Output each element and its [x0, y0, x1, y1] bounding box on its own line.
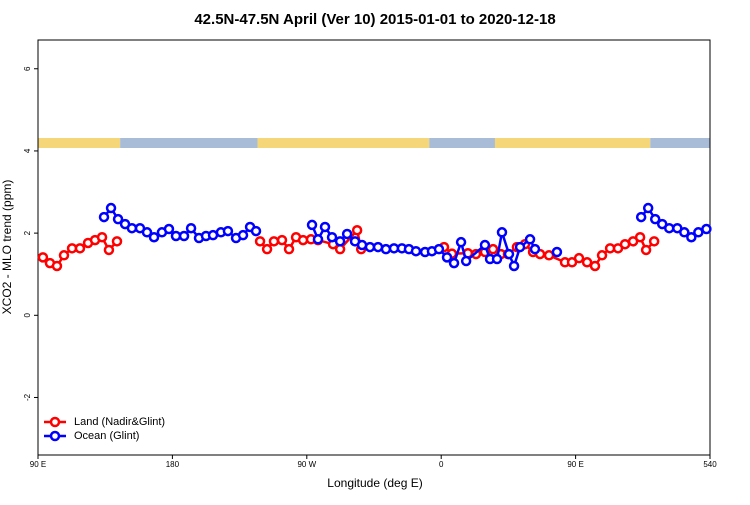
data-point [410, 245, 422, 257]
data-point [37, 252, 49, 263]
surface-strip [120, 138, 258, 148]
data-point [455, 236, 467, 248]
data-point [254, 236, 266, 247]
y-axis-label: XCO2 - MLO trend (ppm) [0, 180, 14, 315]
data-point [185, 222, 197, 234]
data-point [649, 213, 661, 225]
data-point [170, 230, 182, 242]
data-point [351, 224, 363, 236]
data-point [551, 246, 563, 258]
data-point [496, 227, 508, 238]
data-point [141, 227, 153, 238]
data-point [479, 239, 491, 251]
data-point [148, 231, 160, 243]
data-point [642, 202, 654, 214]
legend-label: Ocean (Glint) [74, 430, 139, 442]
data-point [503, 248, 515, 260]
data-point [103, 244, 115, 256]
surface-strip [429, 138, 495, 148]
data-point [679, 227, 690, 238]
data-point [663, 222, 675, 234]
chart-title: 42.5N-47.5N April (Ver 10) 2015-01-01 to… [194, 11, 555, 28]
data-point [105, 202, 117, 214]
x-tick-label: 90 E [30, 460, 46, 469]
x-axis-label: Longitude (deg E) [327, 476, 422, 490]
data-point [635, 211, 647, 223]
data-point [589, 260, 601, 272]
data-point [51, 260, 63, 272]
data-point [261, 243, 273, 255]
data-point [74, 243, 86, 254]
data-point [380, 243, 392, 255]
data-point [596, 250, 608, 261]
data-point [491, 253, 503, 265]
data-point [634, 231, 646, 243]
legend-label: Land (Nadir&Glint) [74, 416, 165, 428]
data-point [276, 234, 288, 246]
x-tick-label: 90 W [297, 460, 316, 469]
data-point [178, 230, 190, 242]
x-tick-label: 0 [439, 460, 444, 469]
data-point [441, 252, 453, 263]
data-point [111, 236, 123, 247]
data-point [514, 241, 526, 253]
data-point [163, 223, 175, 235]
data-point [448, 257, 460, 269]
legend-marker [49, 416, 61, 428]
y-tick-label: 2 [23, 230, 32, 235]
data-point [237, 229, 249, 241]
data-point [701, 223, 712, 235]
data-point [319, 221, 331, 233]
plot-frame [37, 39, 711, 456]
data-point [619, 238, 631, 250]
data-point [364, 241, 376, 253]
data-point [341, 228, 353, 240]
y-tick-label: 6 [23, 66, 32, 71]
surface-strip [650, 138, 710, 148]
data-point [306, 219, 318, 231]
x-tick-label: 540 [703, 460, 717, 469]
data-point [693, 227, 704, 238]
data-point [581, 257, 593, 268]
y-tick-label: 4 [23, 148, 32, 153]
data-point [508, 260, 520, 272]
data-point [573, 252, 585, 264]
data-point [96, 231, 108, 243]
surface-strip [257, 138, 430, 148]
data-point [524, 234, 536, 245]
data-point [460, 255, 472, 267]
legend-marker [49, 430, 61, 442]
data-point [112, 213, 124, 225]
x-tick-label: 90 E [567, 460, 583, 469]
x-tick-label: 180 [166, 460, 180, 469]
data-point [648, 236, 660, 247]
y-tick-label: 0 [23, 313, 32, 318]
data-point [334, 236, 346, 247]
surface-strip [38, 138, 121, 148]
data-point [222, 225, 234, 237]
data-point [529, 243, 541, 255]
data-point [640, 244, 652, 256]
y-tick-label: -2 [23, 393, 32, 401]
data-point [126, 222, 138, 234]
data-point [433, 243, 445, 255]
data-point [326, 231, 338, 243]
data-point [250, 225, 262, 237]
data-point [268, 236, 280, 247]
data-point [312, 234, 324, 245]
surface-strip [494, 138, 651, 148]
data-point [487, 243, 499, 255]
data-point [98, 211, 110, 223]
data-point [283, 243, 295, 255]
data-point [58, 250, 70, 261]
data-point [686, 231, 697, 243]
